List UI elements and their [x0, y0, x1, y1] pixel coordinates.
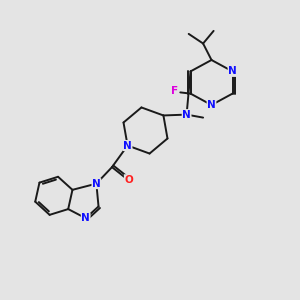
Text: O: O	[124, 175, 133, 185]
Text: N: N	[123, 140, 132, 151]
Text: N: N	[182, 110, 191, 120]
Text: N: N	[207, 100, 216, 110]
Text: N: N	[81, 213, 90, 223]
Text: N: N	[228, 66, 237, 76]
Text: F: F	[171, 86, 178, 96]
Text: N: N	[92, 178, 101, 189]
